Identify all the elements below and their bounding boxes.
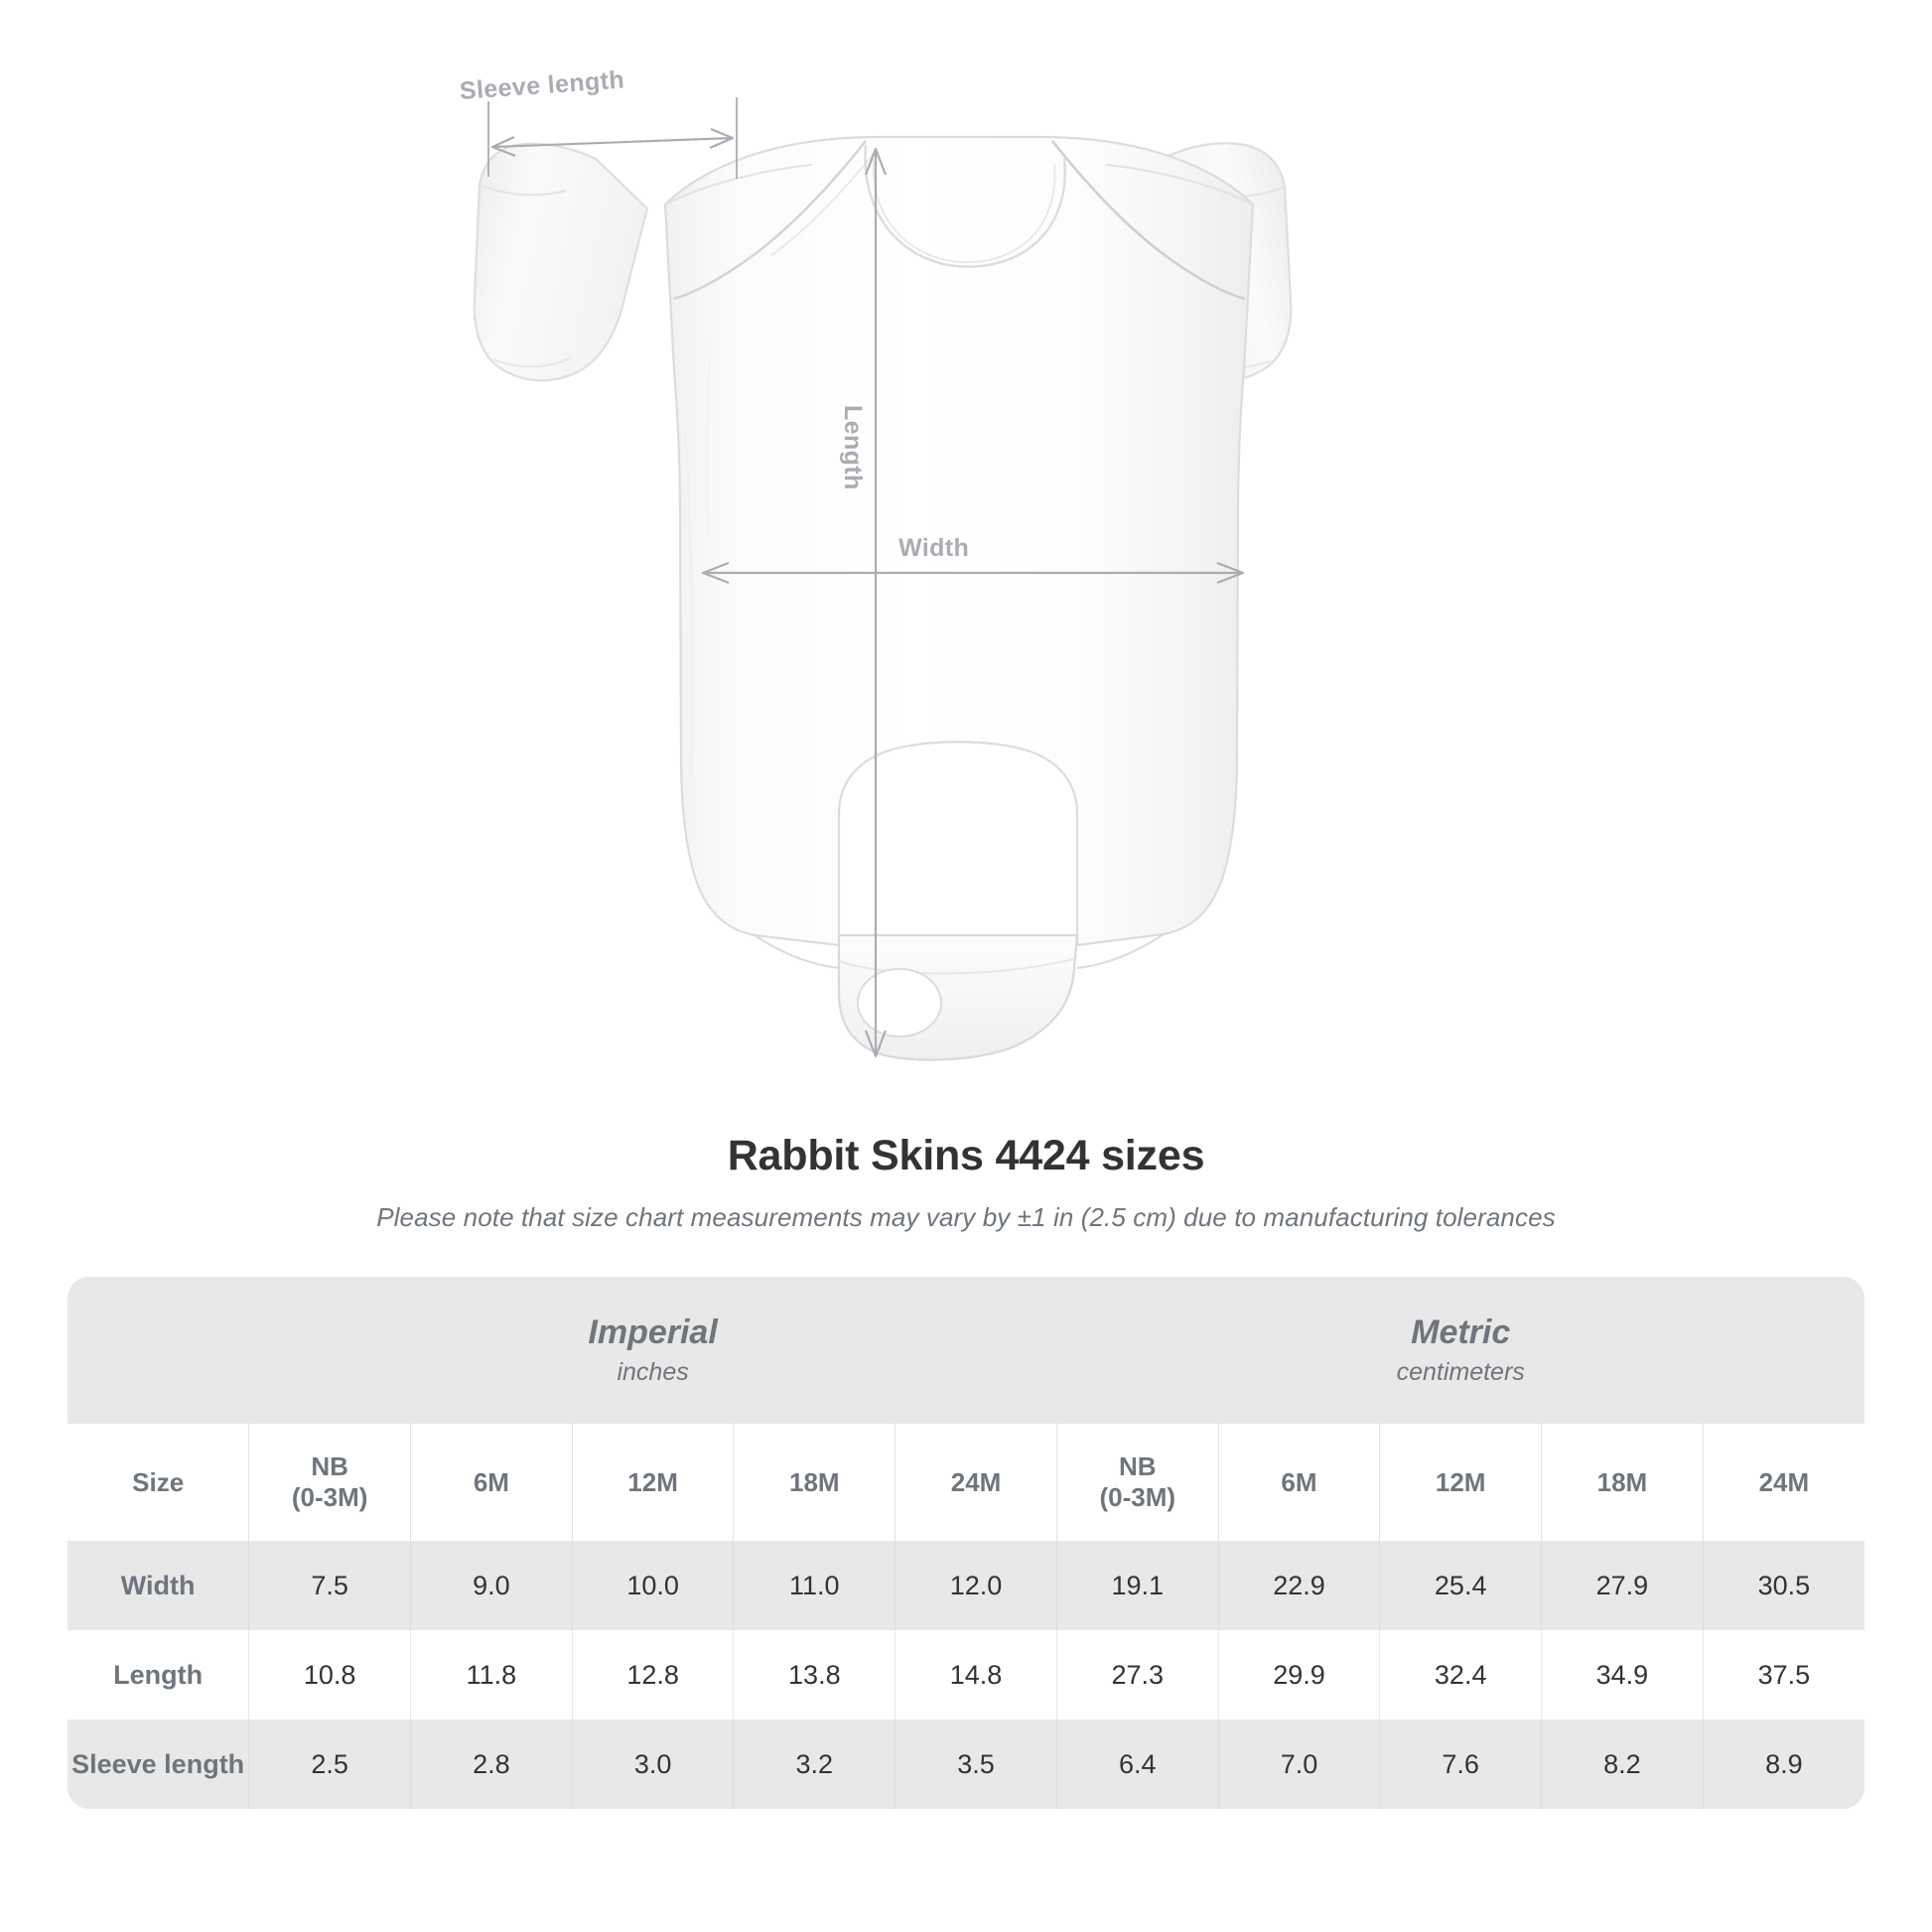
cell-length-6m-cm: 29.9 [1217,1630,1380,1720]
row-label-sleeve-length: Sleeve length [68,1720,249,1809]
cell-sleeve-24m-in: 3.5 [895,1720,1057,1809]
width-annotation-label: Width [898,534,970,562]
banner-imperial-unit: inches [617,1358,689,1387]
header-col-nb-imperial-main: NB [311,1451,348,1482]
header-col-24m-imperial: 24M [895,1424,1057,1541]
banner-imperial-name: Imperial [588,1312,718,1351]
header-col-nb-imperial: NB (0-3M) [248,1424,411,1541]
cell-width-18m-in: 11.0 [733,1541,896,1630]
cell-length-nb-cm: 27.3 [1055,1630,1219,1720]
measurement-guides [487,97,1245,1058]
cell-sleeve-24m-cm: 8.9 [1702,1720,1864,1809]
banner-metric-unit: centimeters [1396,1358,1525,1387]
header-col-nb-metric: NB (0-3M) [1055,1424,1219,1541]
cell-sleeve-18m-cm: 8.2 [1541,1720,1704,1809]
size-table-container: Imperial inches Metric centimeters Size … [68,1277,1864,1809]
banner-spacer [68,1277,249,1424]
right-leg-opening [1076,933,1165,970]
cell-sleeve-12m-cm: 7.6 [1379,1720,1542,1809]
bodysuit-body [663,135,1255,947]
banner-metric: Metric centimeters [1056,1277,1864,1424]
cell-width-12m-cm: 25.4 [1379,1541,1542,1630]
banner-metric-name: Metric [1411,1312,1511,1351]
unit-system-row: Imperial inches Metric centimeters [68,1277,1864,1424]
cell-width-6m-in: 9.0 [410,1541,573,1630]
header-col-6m-imperial: 6M [410,1424,573,1541]
cell-length-24m-cm: 37.5 [1702,1630,1864,1720]
cell-length-18m-in: 13.8 [733,1630,896,1720]
table-row: Sleeve length 2.5 2.8 3.0 3.2 3.5 6.4 7.… [68,1720,1864,1809]
cell-sleeve-18m-in: 3.2 [733,1720,896,1809]
header-col-18m-imperial: 18M [733,1424,896,1541]
length-dimension [864,147,888,1058]
cell-width-6m-cm: 22.9 [1217,1541,1380,1630]
cell-sleeve-nb-in: 2.5 [248,1720,411,1809]
page-title: Rabbit Skins 4424 sizes [727,1132,1205,1179]
header-col-18m-metric: 18M [1541,1424,1704,1541]
header-size-label: Size [68,1424,249,1541]
cell-sleeve-nb-cm: 6.4 [1055,1720,1219,1809]
cell-width-18m-cm: 27.9 [1541,1541,1704,1630]
cell-width-nb-cm: 19.1 [1055,1541,1219,1630]
row-label-length: Length [68,1630,249,1720]
bodysuit-svg [473,97,1293,1061]
cell-width-12m-in: 10.0 [571,1541,734,1630]
title-block: Rabbit Skins 4424 sizes Please note that… [0,1132,1932,1233]
left-sleeve [473,142,649,382]
banner-imperial: Imperial inches [248,1277,1057,1424]
cell-width-nb-in: 7.5 [248,1541,411,1630]
cell-sleeve-6m-cm: 7.0 [1217,1720,1380,1809]
cell-length-nb-in: 10.8 [248,1630,411,1720]
cell-length-24m-in: 14.8 [895,1630,1057,1720]
header-col-12m-imperial: 12M [571,1424,734,1541]
cell-width-24m-cm: 30.5 [1702,1541,1864,1630]
cell-width-24m-in: 12.0 [895,1541,1057,1630]
length-annotation-label: Length [839,405,867,490]
cell-length-12m-cm: 32.4 [1379,1630,1542,1720]
crotch-flap [837,933,1079,1061]
sleeve-length-dimension [487,97,738,179]
cell-sleeve-6m-in: 2.8 [410,1720,573,1809]
size-table: Imperial inches Metric centimeters Size … [68,1277,1864,1809]
cell-length-6m-in: 11.8 [410,1630,573,1720]
width-dimension [701,561,1245,585]
header-col-12m-metric: 12M [1379,1424,1542,1541]
page-subtitle: Please note that size chart measurements… [376,1202,1556,1232]
table-row: Length 10.8 11.8 12.8 13.8 14.8 27.3 29.… [68,1630,1864,1720]
table-row: Width 7.5 9.0 10.0 11.0 12.0 19.1 22.9 2… [68,1541,1864,1630]
header-col-6m-metric: 6M [1217,1424,1380,1541]
header-col-nb-imperial-sub: (0-3M) [291,1482,368,1512]
header-col-24m-metric: 24M [1702,1424,1864,1541]
size-header-row: Size NB (0-3M) 6M 12M 18M 24M NB (0-3M) … [68,1424,1864,1541]
left-leg-opening [754,934,840,970]
header-col-nb-metric-main: NB [1118,1451,1157,1482]
cell-length-18m-cm: 34.9 [1541,1630,1704,1720]
garment-illustration: Sleeve length Length Width [459,66,1293,1061]
cell-length-12m-in: 12.8 [571,1630,734,1720]
header-col-nb-metric-sub: (0-3M) [1099,1482,1176,1512]
row-label-width: Width [68,1541,249,1630]
cell-sleeve-12m-in: 3.0 [571,1720,734,1809]
